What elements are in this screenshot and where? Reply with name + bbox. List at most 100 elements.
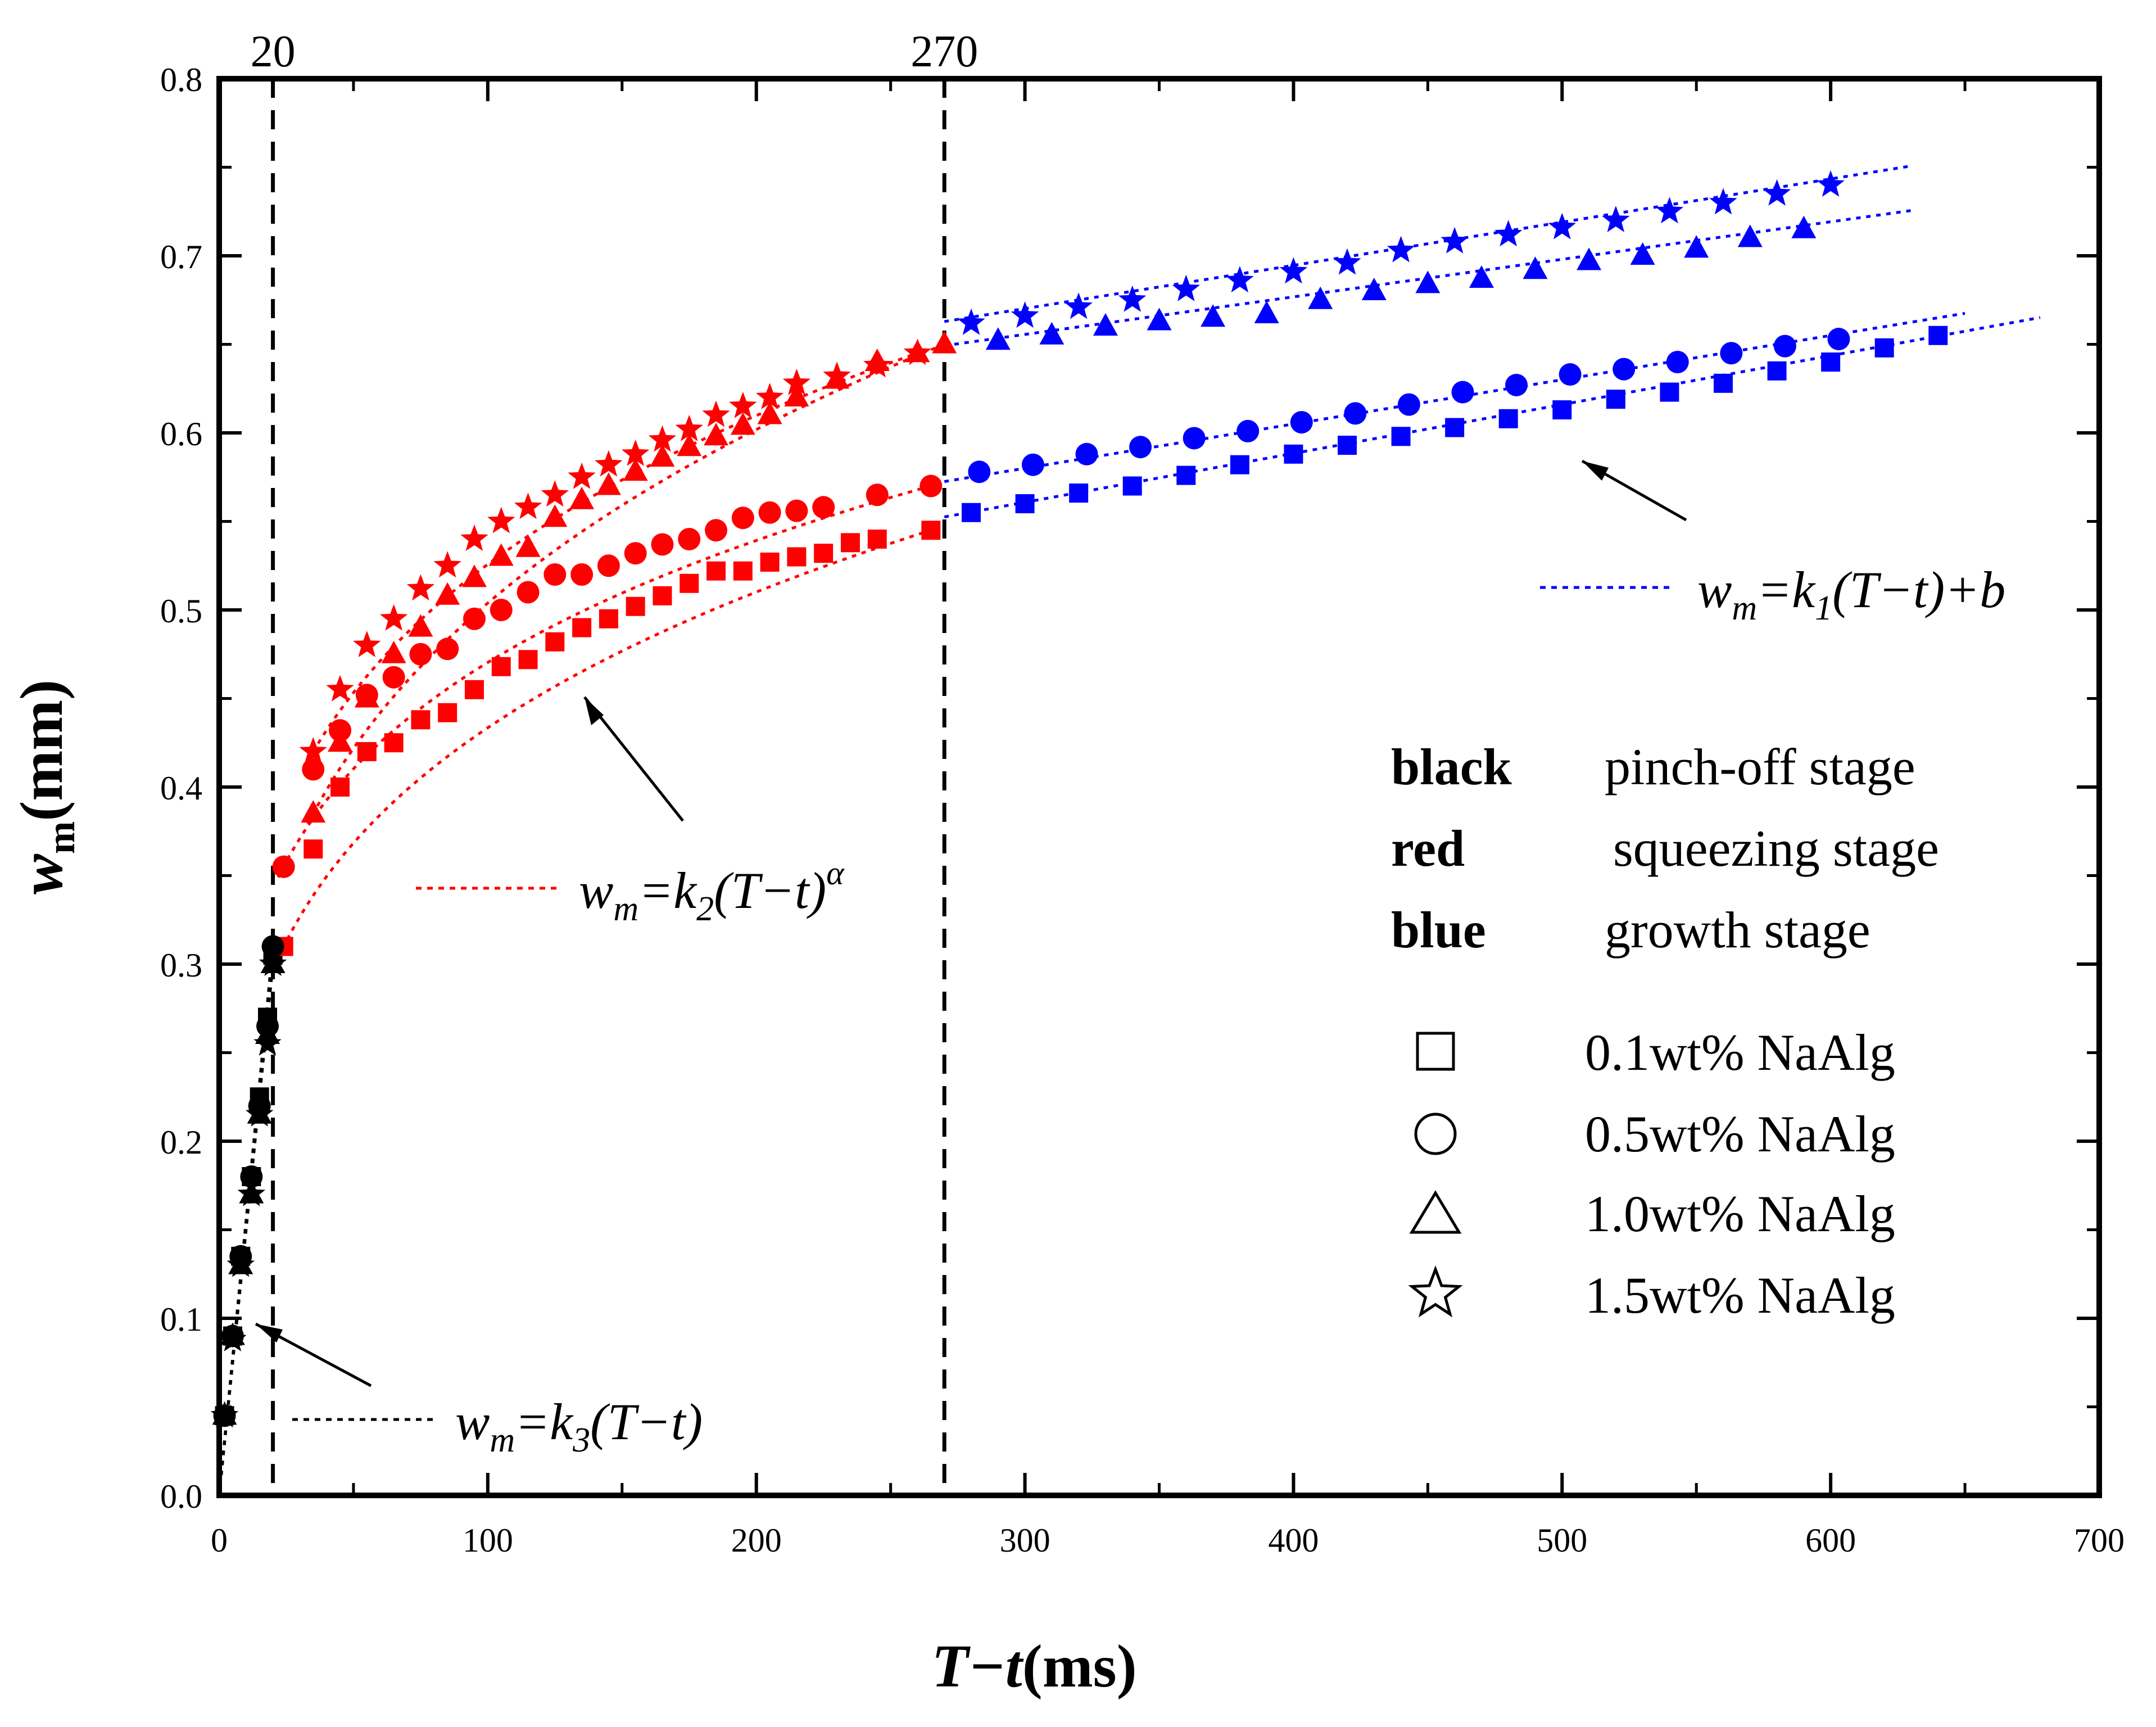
data-markers (210, 170, 1948, 1428)
data-point-squeeze-square (626, 596, 645, 616)
fit-line-pinch (219, 964, 275, 1495)
data-point-squeeze-star (433, 551, 461, 578)
data-point-squeeze-triangle (650, 444, 675, 467)
x-tick-label: 100 (463, 1522, 513, 1559)
data-point-growth-circle (1613, 358, 1636, 381)
data-point-squeeze-square (814, 544, 834, 563)
data-point-squeeze-star (379, 604, 408, 631)
data-point-squeeze-triangle (784, 384, 809, 406)
data-point-growth-square (1176, 465, 1196, 485)
data-point-growth-triangle (985, 327, 1011, 350)
data-point-squeeze-star (353, 631, 381, 657)
data-point-squeeze-circle (409, 643, 432, 666)
data-point-squeeze-circle (382, 666, 405, 689)
data-point-squeeze-square (921, 521, 941, 540)
data-point-squeeze-circle (785, 499, 808, 522)
data-point-growth-star (1011, 301, 1039, 328)
legend-circle-icon (1414, 1113, 1457, 1155)
data-point-growth-triangle (1791, 215, 1817, 238)
boundary-label-270: 270 (911, 27, 978, 76)
data-point-squeeze-square (733, 561, 753, 581)
data-point-pinch-star (246, 1100, 274, 1127)
data-point-growth-star (1333, 248, 1361, 275)
data-point-squeeze-triangle (542, 504, 568, 527)
data-point-squeeze-triangle (461, 564, 487, 587)
data-point-squeeze-star (729, 391, 757, 418)
fit-line-squeeze (277, 483, 934, 878)
data-point-squeeze-triangle (488, 543, 514, 566)
data-point-growth-star (1387, 236, 1415, 263)
eq-k3: wm=k3(T−t) (455, 1393, 703, 1459)
y-axis-title-unit: (mm) (8, 680, 75, 821)
eq-k1: wm=k1(T−t)+b (1697, 561, 2005, 627)
data-point-squeeze-triangle (596, 472, 621, 495)
data-point-squeeze-circle (463, 607, 486, 630)
data-point-squeeze-circle (436, 638, 459, 661)
x-axis-title: T−t(ms) (931, 1633, 1136, 1700)
data-point-growth-circle (1773, 334, 1796, 358)
data-point-growth-star (1655, 197, 1684, 224)
data-point-growth-star (1441, 227, 1469, 254)
data-point-squeeze-circle (570, 563, 594, 586)
data-point-growth-circle (1559, 363, 1582, 386)
data-point-squeeze-star (675, 414, 703, 441)
x-tick-label: 0 (211, 1522, 228, 1559)
data-point-squeeze-triangle (677, 433, 702, 456)
data-point-squeeze-star (622, 439, 650, 466)
data-point-growth-triangle (1415, 270, 1441, 293)
data-point-squeeze-square (545, 632, 565, 652)
data-point-growth-square (1767, 361, 1787, 381)
y-axis-title-main: w (8, 853, 75, 894)
data-point-growth-square (1015, 494, 1035, 513)
data-point-squeeze-star (514, 492, 542, 519)
y-axis-title: wm(mm) (8, 680, 83, 894)
data-point-squeeze-triangle (623, 458, 648, 481)
y-tick-label: 0.0 (160, 1478, 202, 1515)
data-point-squeeze-circle (272, 855, 295, 878)
data-point-growth-square (1660, 382, 1679, 402)
data-point-growth-star (1763, 179, 1791, 206)
x-tick-label: 300 (1000, 1522, 1050, 1559)
data-point-squeeze-star (541, 480, 569, 507)
axis-ticks (218, 77, 2101, 1497)
data-point-pinch-circle (240, 1165, 263, 1188)
data-point-squeeze-circle (866, 483, 889, 507)
data-point-squeeze-square (653, 586, 672, 605)
data-point-squeeze-circle (705, 519, 728, 542)
data-point-growth-circle (1720, 342, 1743, 365)
data-point-growth-star (1602, 206, 1630, 232)
eq-k2: wm=k2(T−t)α (579, 855, 845, 928)
data-point-squeeze-triangle (381, 640, 406, 663)
data-point-squeeze-star (487, 507, 515, 534)
data-point-growth-star (1817, 170, 1845, 197)
data-point-growth-triangle (1308, 286, 1333, 309)
x-axis-title-main: T−t (931, 1633, 1023, 1700)
data-point-squeeze-circle (731, 507, 754, 530)
legend: black pinch-off stage red squeezing stag… (1391, 738, 1939, 1324)
legend-square-icon (1416, 1032, 1455, 1071)
data-point-growth-triangle (1361, 278, 1387, 300)
eq-k2-arrowhead (585, 697, 604, 725)
data-point-squeeze-triangle (569, 486, 595, 509)
eq-k3-arrowhead (256, 1324, 283, 1342)
data-point-squeeze-star (755, 383, 784, 409)
data-point-pinch-star (227, 1250, 255, 1277)
data-point-growth-square (1552, 400, 1572, 420)
y-tick-labels: 0.0 0.1 0.2 0.3 0.4 0.5 0.6 0.7 0.8 (160, 61, 202, 1515)
data-point-squeeze-square (840, 533, 860, 553)
fit-line-squeeze (306, 342, 948, 825)
data-point-growth-square (1928, 325, 1948, 345)
data-point-growth-triangle (1254, 300, 1279, 323)
data-point-squeeze-star (903, 338, 932, 365)
data-point-squeeze-circle (597, 554, 620, 577)
y-tick-label: 0.7 (160, 238, 202, 275)
legend-stage-red-key: red (1391, 820, 1465, 877)
legend-triangle-icon (1409, 1190, 1462, 1234)
data-point-squeeze-square (357, 742, 377, 761)
data-point-squeeze-star (702, 400, 730, 427)
data-point-squeeze-circle (920, 474, 943, 498)
data-point-growth-triangle (1039, 322, 1065, 345)
data-point-growth-star (1226, 266, 1254, 293)
data-point-squeeze-star (460, 525, 488, 551)
fit-line-growth (944, 164, 1912, 323)
